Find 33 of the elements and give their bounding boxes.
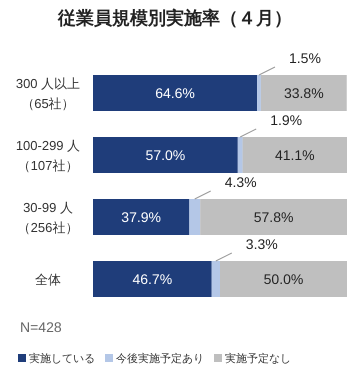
data-label: 64.6% bbox=[155, 85, 195, 101]
bar bbox=[220, 261, 347, 297]
data-label: 57.8% bbox=[254, 209, 294, 225]
data-label: 33.8% bbox=[284, 85, 324, 101]
text: N=428 bbox=[20, 319, 62, 335]
data-label: 4.3% bbox=[224, 174, 257, 190]
y-tick-label: 100-299 人（107社） bbox=[16, 138, 80, 173]
bar bbox=[257, 75, 261, 111]
legend-label: 今後実施予定あり bbox=[116, 352, 204, 365]
legend-label: 実施している bbox=[29, 352, 95, 365]
data-label: 57.0% bbox=[146, 147, 186, 163]
bar bbox=[238, 137, 243, 173]
data-label: 1.9% bbox=[270, 112, 302, 128]
data-label: 50.0% bbox=[264, 271, 304, 287]
legend-label: 実施予定なし bbox=[225, 352, 291, 365]
data-label: 37.9% bbox=[121, 209, 161, 225]
y-tick-label: 300 人以上（65社） bbox=[16, 76, 80, 111]
bar bbox=[93, 261, 212, 297]
data-label: 41.1% bbox=[274, 147, 315, 163]
chart-title: 従業員規模別実施率（４月） bbox=[57, 8, 292, 28]
bar bbox=[93, 137, 238, 173]
bar bbox=[260, 75, 347, 111]
y-tick-label: 30-99 人（256社） bbox=[18, 200, 78, 235]
bar bbox=[242, 137, 347, 173]
bar bbox=[189, 199, 200, 235]
bar bbox=[93, 75, 258, 111]
data-label: 1.5% bbox=[288, 50, 321, 66]
data-label: 3.3% bbox=[246, 236, 278, 252]
data-label: 46.7% bbox=[132, 271, 172, 287]
bar bbox=[93, 199, 190, 235]
bar bbox=[212, 261, 220, 297]
bar bbox=[200, 199, 347, 235]
y-tick-label: 全体 bbox=[35, 272, 61, 287]
